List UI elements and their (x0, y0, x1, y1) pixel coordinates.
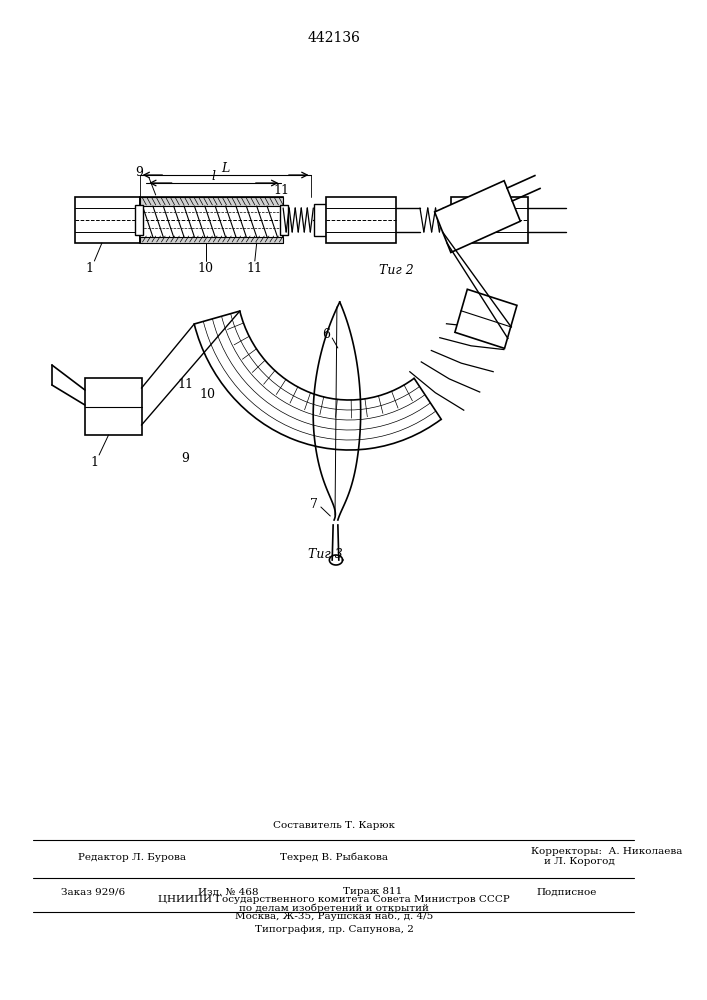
Text: по делам изобретений и открытий: по делам изобретений и открытий (239, 903, 429, 913)
Text: 7: 7 (310, 498, 318, 512)
Text: 9: 9 (181, 452, 189, 464)
Text: Тираж 811: Тираж 811 (343, 888, 402, 896)
Bar (451, 197, 529, 243)
Text: 11: 11 (273, 184, 289, 198)
Text: 9: 9 (136, 166, 144, 180)
Bar (326, 197, 397, 243)
Bar (315, 204, 326, 236)
Text: Τиг 3: Τиг 3 (308, 548, 343, 562)
Text: 6: 6 (322, 328, 331, 342)
Bar (435, 181, 520, 252)
Bar (455, 289, 517, 348)
Text: 10: 10 (199, 388, 216, 401)
Text: Изд. № 468: Изд. № 468 (198, 888, 259, 896)
Text: 11: 11 (247, 261, 263, 274)
Text: L: L (221, 161, 230, 174)
Text: Типография, пр. Сапунова, 2: Типография, пр. Сапунова, 2 (255, 926, 414, 934)
Text: Заказ 929/6: Заказ 929/6 (62, 888, 125, 896)
Bar (140, 237, 283, 243)
Text: Подписное: Подписное (536, 888, 597, 896)
Text: 1: 1 (86, 261, 93, 274)
Text: 10: 10 (198, 261, 214, 274)
Text: 11: 11 (178, 378, 194, 391)
Text: 1: 1 (90, 456, 98, 468)
Bar (76, 197, 140, 243)
Text: 442136: 442136 (308, 31, 361, 45)
Bar (85, 378, 141, 435)
Text: Техред В. Рыбакова: Техред В. Рыбакова (280, 852, 388, 862)
Bar (280, 205, 288, 235)
Text: l: l (211, 169, 216, 182)
Text: Составитель Т. Карюк: Составитель Т. Карюк (273, 822, 395, 830)
Bar (140, 197, 283, 206)
Bar (140, 197, 283, 243)
Text: Корректоры:  А. Николаева: Корректоры: А. Николаева (532, 846, 683, 856)
Text: Редактор Л. Бурова: Редактор Л. Бурова (78, 852, 186, 861)
Text: ЦНИИПИ Государственного комитета Совета Министров СССР: ЦНИИПИ Государственного комитета Совета … (158, 896, 510, 904)
Bar (135, 205, 143, 235)
Text: Москва, Ж-35, Раушская наб., д. 4/5: Москва, Ж-35, Раушская наб., д. 4/5 (235, 911, 433, 921)
Text: и Л. Корогод: и Л. Корогод (544, 857, 614, 866)
Text: Τиг 2: Τиг 2 (379, 263, 414, 276)
